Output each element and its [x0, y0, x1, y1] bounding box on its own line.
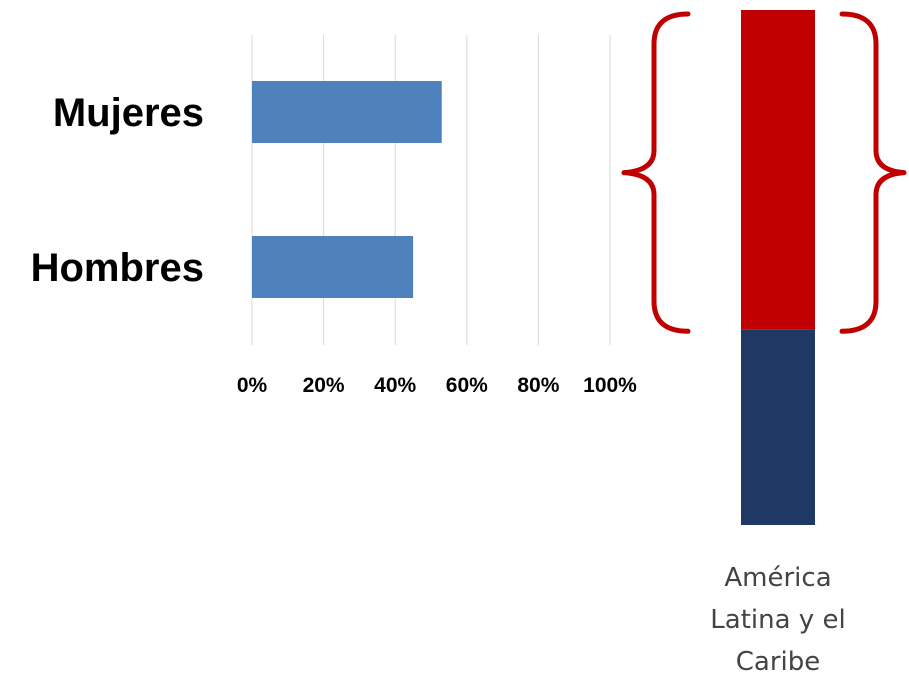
region-label: América Latina y el Caribe — [710, 563, 845, 677]
region-label-line: Caribe — [736, 647, 821, 677]
x-tick-label: 0% — [237, 374, 268, 397]
x-tick-label: 20% — [303, 374, 345, 397]
bar-hombres — [252, 236, 414, 298]
region-label-line: América — [724, 563, 831, 593]
bar-mujeres — [252, 81, 442, 143]
horizontal-bar-chart: Mujeres Hombres 0% 20% 40% 60% 80% 100% — [31, 35, 637, 397]
region-label-line: Latina y el — [710, 605, 845, 635]
x-tick-labels: 0% 20% 40% 60% 80% 100% — [237, 374, 637, 397]
stacked-segments — [741, 10, 815, 525]
x-tick-label: 100% — [583, 374, 637, 397]
segment-top — [741, 10, 815, 330]
category-labels: Mujeres Hombres — [31, 91, 204, 290]
category-label: Mujeres — [53, 91, 204, 135]
x-tick-label: 60% — [446, 374, 488, 397]
right-brace — [839, 11, 907, 334]
stacked-column-chart: América Latina y el Caribe — [621, 10, 907, 677]
x-tick-label: 80% — [517, 374, 559, 397]
category-label: Hombres — [31, 246, 204, 290]
curly-braces — [621, 11, 907, 334]
bars — [252, 81, 442, 298]
segment-bottom — [741, 329, 815, 525]
x-tick-label: 40% — [374, 374, 416, 397]
left-brace — [621, 11, 691, 334]
